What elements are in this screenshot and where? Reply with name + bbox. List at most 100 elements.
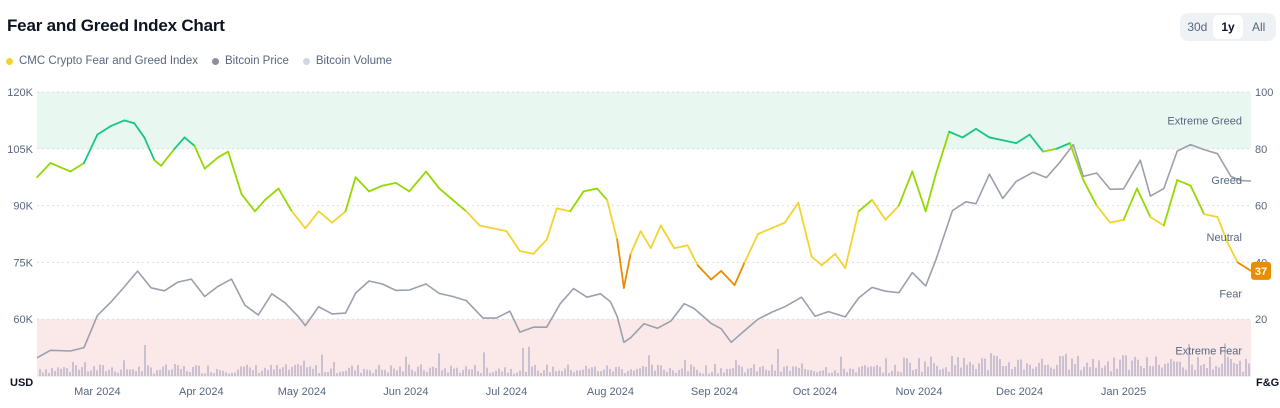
range-button-30d[interactable]: 30d — [1187, 20, 1208, 34]
fear-greed-segment — [857, 199, 873, 213]
volume-bar — [282, 367, 284, 376]
volume-bar — [843, 368, 845, 376]
fear-greed-segment — [438, 187, 454, 201]
fear-greed-segment — [173, 136, 186, 150]
volume-bar — [1128, 369, 1130, 376]
fear-greed-segment — [203, 156, 219, 170]
volume-bar — [351, 365, 353, 376]
volume-bar — [105, 371, 107, 376]
volume-bar — [294, 364, 296, 376]
volume-bar — [561, 371, 563, 376]
volume-bar — [468, 369, 470, 376]
volume-bar — [237, 369, 239, 376]
fear-greed-segment — [696, 264, 712, 281]
volume-bar — [225, 372, 227, 376]
volume-bar — [162, 366, 164, 376]
volume-bar — [399, 366, 401, 376]
volume-bar — [681, 368, 683, 376]
volume-bar — [1203, 364, 1205, 376]
volume-bar — [435, 367, 437, 376]
volume-bar — [549, 372, 551, 376]
volume-bar — [969, 362, 971, 376]
fear-greed-segment — [569, 190, 585, 213]
volume-bar — [726, 369, 728, 376]
volume-bar — [981, 358, 983, 376]
volume-bar — [639, 368, 641, 376]
legend-item-fear-greed[interactable]: CMC Crypto Fear and Greed Index — [6, 55, 198, 67]
volume-bar — [306, 367, 308, 376]
volume-bar — [138, 366, 140, 376]
legend-item-bitcoin-volume[interactable]: Bitcoin Volume — [302, 55, 392, 67]
volume-bar — [63, 367, 65, 376]
volume-bar — [75, 365, 77, 376]
fear-greed-segment — [733, 261, 746, 287]
volume-bar — [177, 365, 179, 376]
fear-greed-segment — [686, 244, 699, 267]
volume-bar — [348, 367, 350, 376]
fear-greed-segment — [1189, 184, 1205, 216]
volume-bar — [1185, 369, 1187, 376]
volume-bar — [891, 370, 893, 376]
volume-bar — [198, 365, 200, 376]
fear-greed-segment — [844, 210, 860, 269]
volume-bar — [789, 370, 791, 376]
volume-bar — [900, 372, 902, 376]
volume-bar — [609, 368, 611, 376]
current-value-badge — [1251, 261, 1271, 280]
volume-bar — [219, 370, 221, 376]
fear-greed-segment — [317, 210, 334, 224]
fear-greed-segment — [451, 199, 468, 213]
volume-bar — [648, 355, 650, 376]
volume-bar — [1176, 361, 1178, 376]
volume-bar — [57, 367, 59, 376]
bitcoin-price-line — [36, 143, 1252, 359]
volume-bar — [948, 371, 950, 376]
fear-greed-segment — [834, 252, 847, 269]
volume-bar — [621, 369, 623, 376]
fear-greed-segment — [519, 250, 535, 255]
volume-bar — [249, 367, 251, 376]
volume-bar — [612, 371, 614, 376]
volume-bar — [288, 369, 290, 376]
volume-bar — [798, 367, 800, 376]
volume-bar — [465, 366, 467, 376]
volume-bar — [126, 369, 128, 376]
fear-greed-segment — [884, 204, 900, 221]
volume-bar — [231, 372, 233, 376]
y-tick-label-left: 105K — [7, 144, 33, 156]
volume-bar — [1098, 360, 1100, 376]
range-button-all[interactable]: All — [1252, 20, 1266, 34]
volume-bar — [405, 356, 407, 376]
fear-greed-segment — [69, 162, 85, 173]
range-button-1y[interactable]: 1y — [1212, 15, 1244, 39]
fear-greed-segment — [1203, 213, 1219, 218]
volume-bar — [1191, 364, 1193, 376]
volume-bar — [216, 368, 218, 376]
volume-bar — [1074, 363, 1076, 376]
volume-bar — [72, 361, 74, 376]
volume-bar — [390, 365, 392, 376]
volume-bar — [1224, 343, 1226, 376]
volume-bar — [312, 368, 314, 376]
volume-bar — [321, 354, 323, 376]
volume-bar — [354, 370, 356, 376]
volume-bar — [228, 373, 230, 376]
volume-bar — [78, 369, 80, 376]
volume-bar — [588, 368, 590, 376]
volume-bar — [1248, 363, 1250, 376]
fear-greed-segment — [1176, 179, 1192, 187]
x-tick-label: Jun 2024 — [383, 386, 428, 398]
volume-bar — [1023, 369, 1025, 376]
volume-bar — [720, 368, 722, 376]
zone-label-extreme-fear: Extreme Fear — [1175, 345, 1242, 357]
volume-bar — [603, 369, 605, 376]
legend-item-bitcoin-price[interactable]: Bitcoin Price — [211, 55, 289, 67]
fear-greed-segment — [810, 255, 823, 267]
volume-bar — [1182, 367, 1184, 376]
legend-dot-bitcoin-volume — [302, 57, 310, 65]
volume-bar — [543, 370, 545, 376]
volume-bar — [408, 364, 410, 376]
volume-bar — [486, 367, 488, 376]
fear-greed-segment — [478, 224, 494, 230]
